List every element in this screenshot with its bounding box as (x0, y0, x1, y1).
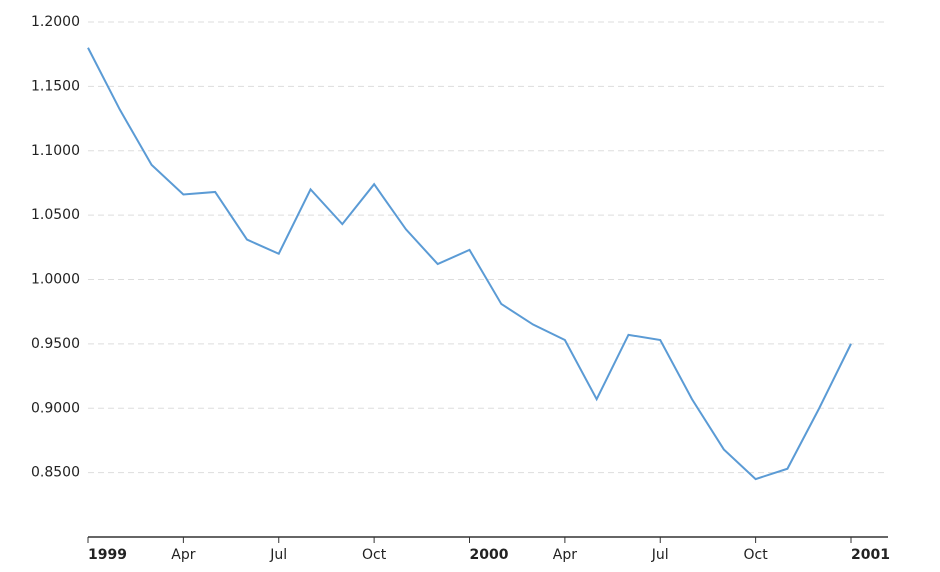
y-tick-label: 0.8500 (31, 465, 80, 481)
x-tick-label: 2000 (470, 547, 509, 563)
x-tick-label: Apr (553, 547, 577, 563)
y-tick-label: 0.9000 (31, 400, 80, 416)
y-tick-label: 1.2000 (31, 14, 80, 30)
y-tick-label: 1.0000 (31, 272, 80, 288)
y-tick-label: 1.0500 (31, 207, 80, 223)
x-tick-label: 1999 (88, 547, 127, 563)
x-tick-label: 2001 (851, 547, 890, 563)
y-tick-label: 0.9500 (31, 336, 80, 352)
x-tick-label: Jul (651, 547, 669, 563)
y-tick-label: 1.1500 (31, 78, 80, 94)
line (87, 47, 852, 481)
y-tick-label: 1.1000 (31, 143, 80, 159)
x-tick-label: Oct (744, 547, 769, 563)
x-tick-label: Apr (171, 547, 195, 563)
x-tick-label: Oct (362, 547, 387, 563)
x-tick-label: Jul (269, 547, 287, 563)
